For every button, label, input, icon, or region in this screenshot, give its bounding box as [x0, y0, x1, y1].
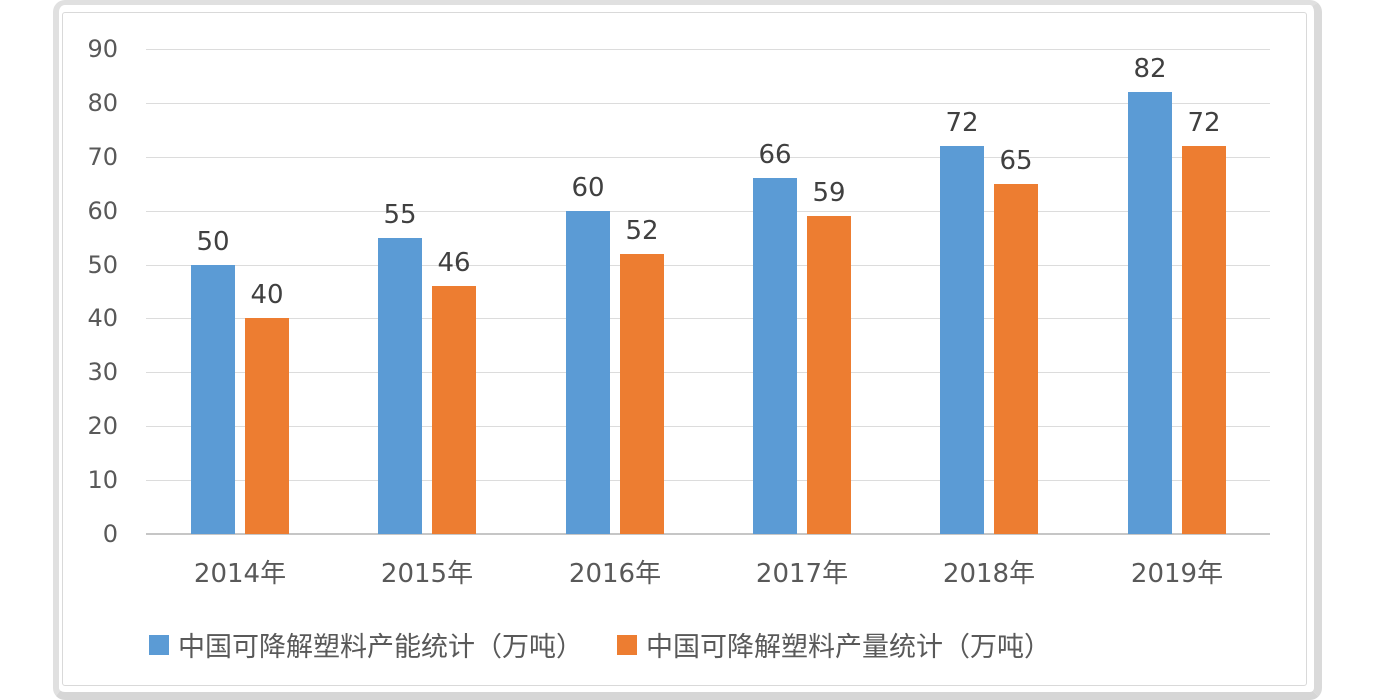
- x-tick-label-2017年: 2017年: [755, 559, 849, 589]
- y-tick-label-30: 30: [87, 358, 118, 386]
- bar-output-2015年: [432, 286, 476, 534]
- legend-label-capacity: 中国可降解塑料产能统计（万吨）: [178, 632, 583, 663]
- y-tick-label-0: 0: [102, 520, 118, 548]
- gridline-70: [146, 157, 1270, 158]
- bar-capacity-2015年: [378, 238, 422, 534]
- y-tick-label-20: 20: [87, 412, 118, 440]
- y-tick-label-90: 90: [87, 35, 118, 63]
- y-tick-label-80: 80: [87, 89, 118, 117]
- bar-output-2019年: [1182, 146, 1226, 534]
- gridline-50: [146, 265, 1270, 266]
- legend-entry-capacity: 中国可降解塑料产能统计（万吨）: [149, 625, 583, 664]
- chart-card: 0 10 20 30 40 50 60 70 80 90 50 40 55 46 60 52 66 59 72 65…: [53, 0, 1322, 700]
- bar-output-2014年: [245, 318, 289, 534]
- legend-swatch-output-icon: [617, 634, 637, 655]
- value-label-capacity-2016年: 60: [571, 173, 605, 203]
- y-tick-label-50: 50: [87, 251, 118, 279]
- value-label-output-2019年: 72: [1187, 108, 1221, 138]
- value-label-capacity-2017年: 66: [758, 140, 792, 170]
- bar-output-2017年: [807, 216, 851, 534]
- value-label-output-2017年: 59: [812, 178, 846, 208]
- gridline-30: [146, 372, 1270, 373]
- gridline-20: [146, 426, 1270, 427]
- legend-label-output: 中国可降解塑料产量统计（万吨）: [646, 632, 1051, 663]
- x-tick-label-2019年: 2019年: [1130, 559, 1224, 589]
- value-label-output-2016年: 52: [625, 216, 659, 246]
- bar-output-2018年: [994, 184, 1038, 534]
- value-label-output-2018年: 65: [999, 146, 1033, 176]
- value-label-output-2015年: 46: [437, 248, 471, 278]
- x-tick-label-2014年: 2014年: [193, 559, 287, 589]
- value-label-capacity-2015年: 55: [383, 200, 417, 230]
- gridline-60: [146, 211, 1270, 212]
- bar-capacity-2014年: [191, 265, 235, 534]
- gridline-80: [146, 103, 1270, 104]
- y-tick-label-40: 40: [87, 304, 118, 332]
- x-axis-line: [146, 533, 1270, 535]
- value-label-capacity-2018年: 72: [945, 108, 979, 138]
- bar-capacity-2018年: [940, 146, 984, 534]
- value-label-capacity-2014年: 50: [196, 227, 230, 257]
- value-label-output-2014年: 40: [250, 280, 284, 310]
- x-tick-label-2018年: 2018年: [942, 559, 1036, 589]
- legend-entry-output: 中国可降解塑料产量统计（万吨）: [617, 625, 1051, 664]
- gridline-40: [146, 318, 1270, 319]
- legend-swatch-capacity-icon: [149, 634, 169, 655]
- bar-output-2016年: [620, 254, 664, 534]
- y-tick-label-70: 70: [87, 143, 118, 171]
- x-tick-label-2016年: 2016年: [568, 559, 662, 589]
- bar-capacity-2016年: [566, 211, 610, 534]
- value-label-capacity-2019年: 82: [1133, 54, 1167, 84]
- x-tick-label-2015年: 2015年: [380, 559, 474, 589]
- y-tick-label-60: 60: [87, 197, 118, 225]
- gridline-90: [146, 49, 1270, 50]
- bar-capacity-2017年: [753, 178, 797, 534]
- gridline-10: [146, 480, 1270, 481]
- y-tick-label-10: 10: [87, 466, 118, 494]
- legend: 中国可降解塑料产能统计（万吨） 中国可降解塑料产量统计（万吨）: [149, 625, 1051, 664]
- chart-frame: 0 10 20 30 40 50 60 70 80 90 50 40 55 46 60 52 66 59 72 65…: [62, 12, 1307, 686]
- bar-capacity-2019年: [1128, 92, 1172, 534]
